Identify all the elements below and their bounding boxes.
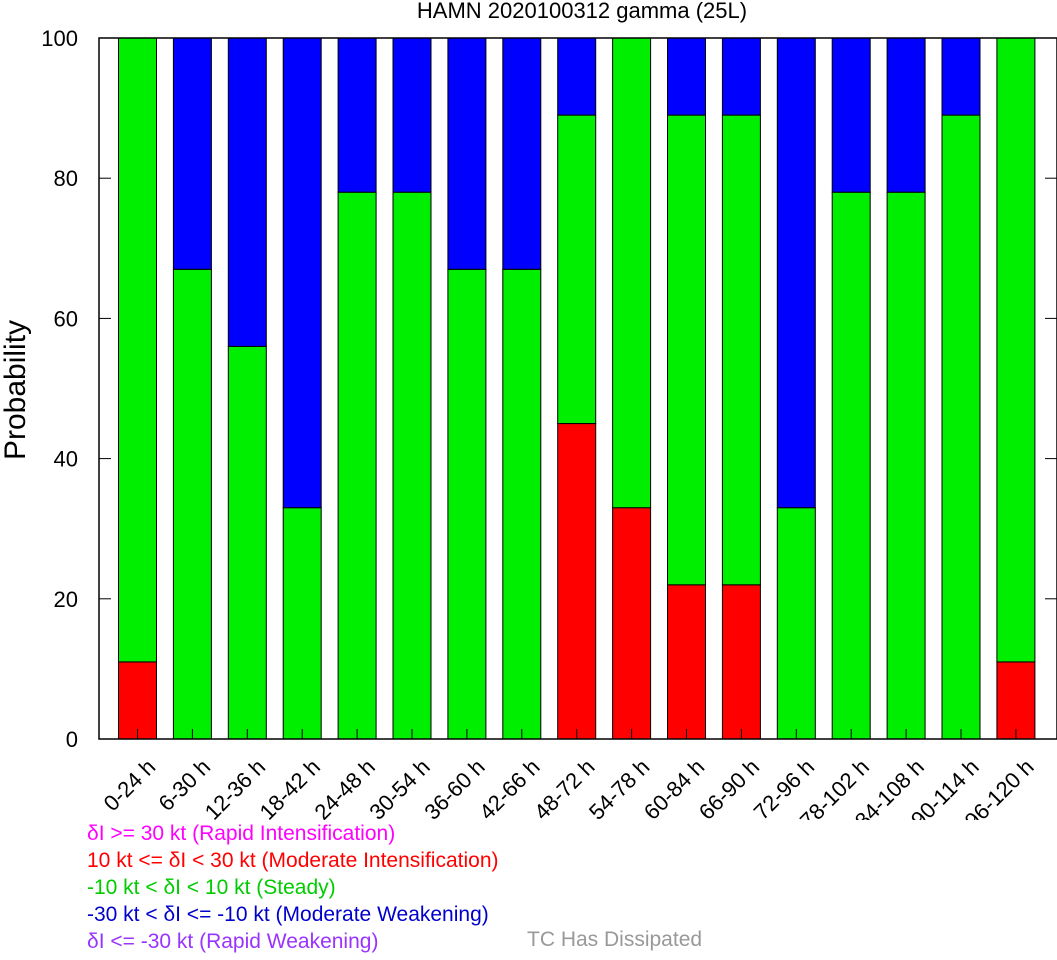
bar-segment-moderate-intensification (667, 584, 706, 740)
bar-segment-moderate-weakening (721, 37, 761, 116)
bar-segment-moderate-intensification (612, 507, 652, 740)
y-tick-label: 40 (54, 447, 78, 472)
bar-segment-steady (721, 114, 761, 586)
bar-segment-moderate-weakening (941, 37, 981, 116)
bar-segment-steady (667, 114, 706, 586)
bar-segment-steady (282, 507, 322, 740)
bar-segment-steady (776, 507, 816, 740)
bars-layer (118, 37, 1036, 740)
chart-title: HAMN 2020100312 gamma (25L) (417, 0, 747, 23)
bar-segment-steady (337, 191, 377, 740)
bar-segment-moderate-weakening (227, 37, 267, 347)
x-axis-ticks: 0-24 h6-30 h12-36 h18-42 h24-48 h30-54 h… (99, 729, 1039, 820)
bar-segment-steady (447, 268, 487, 740)
bar-segment-steady (886, 191, 926, 740)
y-axis-ticks: 0 20 40 60 80 100 (41, 26, 1057, 752)
bar-segment-steady (172, 268, 212, 740)
legend-item-moderate-intensification: 10 kt <= δI < 30 kt (Moderate Intensific… (87, 849, 499, 872)
legend-item-moderate-weakening: -30 kt < δI <= -10 kt (Moderate Weakenin… (87, 903, 489, 926)
y-tick-label: 20 (54, 587, 78, 612)
bar-segment-moderate-intensification (721, 584, 761, 740)
y-tick-label: 100 (41, 26, 78, 51)
bar-segment-moderate-weakening (392, 37, 432, 193)
legend-item-steady: -10 kt < δI < 10 kt (Steady) (87, 876, 336, 899)
y-tick-label: 60 (54, 306, 78, 331)
bar-segment-steady (941, 114, 981, 740)
bar-segment-steady (118, 37, 157, 663)
bar-segment-moderate-intensification (118, 661, 157, 740)
bar-segment-moderate-weakening (172, 37, 212, 270)
bar-segment-moderate-weakening (557, 37, 597, 116)
bar-segment-steady (502, 268, 542, 740)
bar-segment-moderate-intensification (996, 661, 1036, 740)
bar-segment-steady (227, 345, 267, 740)
bar-segment-steady (612, 37, 652, 509)
legend: δI >= 30 kt (Rapid Intensification) 10 k… (87, 820, 499, 955)
bar-segment-moderate-weakening (502, 37, 542, 270)
bar-segment-moderate-intensification (557, 423, 597, 740)
plot-frame (98, 37, 1057, 740)
y-axis-label: Probability (0, 320, 32, 460)
bar-segment-moderate-weakening (447, 37, 487, 270)
bar-segment-moderate-weakening (337, 37, 377, 193)
bar-segment-steady (392, 191, 432, 740)
bar-segment-moderate-weakening (776, 37, 816, 509)
legend-item-dissipated: TC Has Dissipated (527, 928, 703, 951)
bar-segment-moderate-weakening (831, 37, 871, 193)
x-tick-label: 0-24 h (99, 754, 161, 816)
legend-item-rapid-weakening: δI <= -30 kt (Rapid Weakening) (87, 930, 379, 953)
bar-segment-steady (831, 191, 871, 740)
bar-segment-moderate-weakening (667, 37, 706, 116)
bar-segment-steady (557, 114, 597, 424)
legend-item-rapid-intensification: δI >= 30 kt (Rapid Intensification) (87, 822, 396, 845)
y-tick-label: 0 (66, 727, 78, 752)
bar-segment-moderate-weakening (886, 37, 926, 193)
y-tick-label: 80 (54, 166, 78, 191)
bar-segment-moderate-weakening (282, 37, 322, 509)
bar-segment-steady (996, 37, 1036, 663)
stacked-bar-chart: HAMN 2020100312 gamma (25L) Probability … (0, 0, 1057, 820)
